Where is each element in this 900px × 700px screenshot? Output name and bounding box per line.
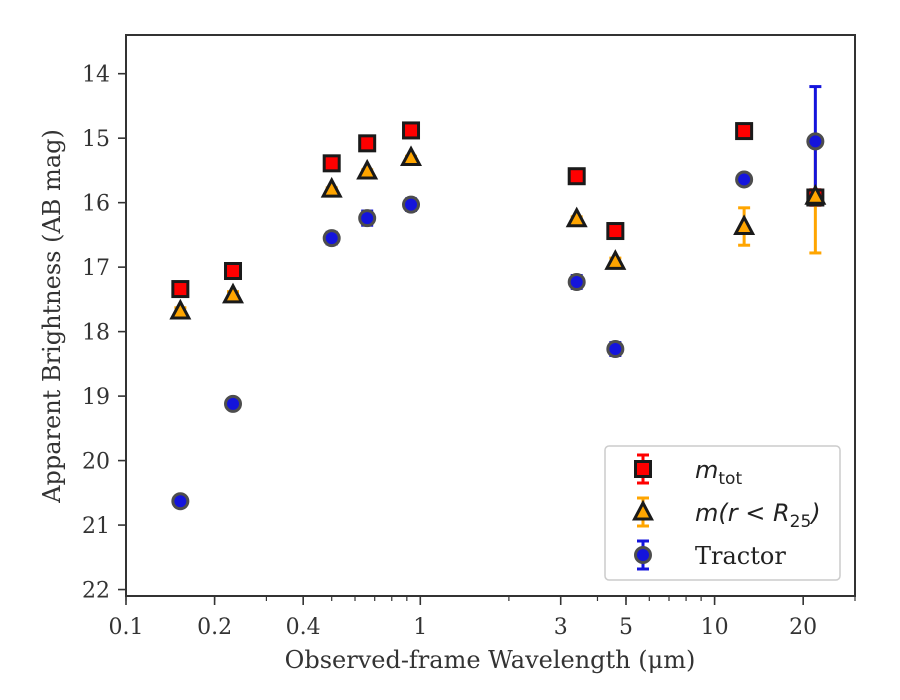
- y-tick-label: 16: [82, 192, 110, 217]
- square-marker: [322, 154, 341, 173]
- y-tick-label: 20: [82, 450, 110, 475]
- triangle-marker: [604, 249, 627, 270]
- y-tick-label: 22: [82, 579, 110, 604]
- data-markers: [169, 121, 827, 511]
- triangle-marker: [320, 176, 343, 198]
- legend-label: mtot: [695, 456, 742, 489]
- circle-marker: [567, 272, 586, 291]
- triangle-marker: [222, 282, 245, 304]
- legend-label: m(r < R25): [695, 499, 821, 532]
- square-marker: [171, 280, 190, 299]
- x-tick-label: 1: [413, 615, 427, 640]
- triangle-marker: [400, 145, 423, 167]
- x-tick-label: 10: [701, 615, 729, 640]
- legend: mtot m(r < R25) Tractor: [604, 445, 841, 581]
- y-tick-label: 17: [82, 256, 110, 281]
- x-tick-label: 20: [789, 615, 817, 640]
- x-axis-label: Observed-frame Wavelength (μm): [285, 646, 696, 674]
- square-marker: [634, 460, 652, 478]
- square-marker: [606, 222, 625, 241]
- error-bars: [174, 85, 822, 508]
- square-marker: [735, 122, 754, 141]
- circle-marker: [224, 394, 243, 413]
- triangle-marker: [733, 214, 756, 236]
- triangle-marker: [356, 158, 379, 180]
- circle-marker: [634, 546, 652, 564]
- axis-ticks: 0.1 0.2 0.4 1 3 5 10 20 14 15 16 17 18 19 20 21 22: [82, 63, 856, 640]
- square-marker: [567, 167, 586, 186]
- circle-marker: [322, 229, 341, 248]
- x-tick-label: 3: [554, 615, 568, 640]
- legend-box: [604, 445, 841, 581]
- triangle-marker: [632, 499, 654, 521]
- y-axis-label: Apparent Brightness (AB mag): [38, 129, 66, 504]
- triangle-marker: [169, 298, 192, 320]
- circle-marker: [171, 492, 190, 511]
- x-tick-label: 0.4: [286, 615, 321, 640]
- triangle-marker: [804, 184, 827, 205]
- square-marker: [224, 262, 243, 281]
- y-tick-label: 14: [82, 63, 110, 88]
- x-tick-label: 0.2: [197, 615, 232, 640]
- circle-marker: [402, 195, 421, 214]
- circle-marker: [606, 340, 625, 359]
- circle-marker: [735, 170, 754, 189]
- x-tick-label: 5: [619, 615, 633, 640]
- circle-marker: [358, 209, 377, 228]
- y-tick-label: 21: [82, 514, 110, 539]
- legend-label: Tractor: [695, 542, 786, 570]
- square-marker: [358, 134, 377, 153]
- y-tick-label: 18: [82, 321, 110, 346]
- y-tick-label: 19: [82, 385, 110, 410]
- triangle-marker: [565, 206, 588, 228]
- plot-frame: [125, 34, 856, 597]
- square-marker: [402, 121, 421, 140]
- y-tick-label: 15: [82, 127, 110, 152]
- circle-marker: [806, 132, 825, 151]
- x-tick-label: 0.1: [109, 615, 144, 640]
